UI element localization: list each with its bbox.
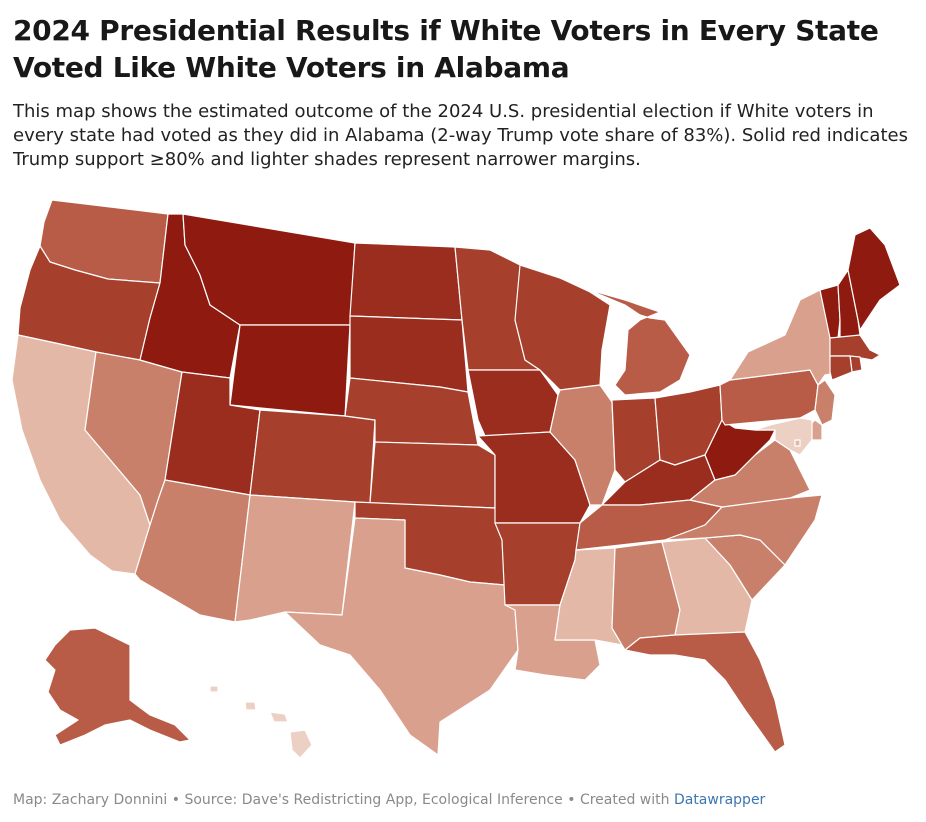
state-tx[interactable] [284, 517, 519, 756]
title-line-1: 2024 Presidential Results if White Voter… [13, 14, 879, 47]
state-hi[interactable] [209, 685, 219, 693]
created-with-text: Created with [579, 792, 674, 808]
footer-separator-2: • [562, 792, 580, 808]
state-me[interactable] [847, 227, 901, 331]
state-hi-island-4[interactable] [289, 729, 313, 759]
state-hi-island-3[interactable] [269, 711, 289, 723]
state-wy[interactable] [229, 324, 351, 417]
header: 2024 Presidential Results if White Voter… [13, 12, 913, 172]
us-map [0, 188, 926, 778]
map-title: 2024 Presidential Results if White Voter… [13, 12, 913, 86]
map-credit: Map: Zachary Donnini [13, 792, 168, 808]
source-credit: Source: Dave's Redistricting App, Ecolog… [184, 792, 563, 808]
state-nj[interactable] [814, 379, 836, 426]
footer-separator: • [167, 792, 185, 808]
state-il[interactable] [549, 384, 616, 506]
us-map-svg [11, 199, 901, 759]
state-vt[interactable] [819, 284, 841, 339]
state-nm[interactable] [234, 494, 356, 623]
state-ia[interactable] [467, 369, 559, 437]
title-line-2: Voted Like White Voters in Alabama [13, 51, 570, 84]
map-description: This map shows the estimated outcome of … [13, 101, 908, 170]
state-co[interactable] [249, 409, 376, 504]
state-hi-island-2[interactable] [244, 701, 257, 711]
datawrapper-link[interactable]: Datawrapper [673, 792, 766, 808]
map-footer: Map: Zachary Donnini • Source: Dave's Re… [13, 792, 765, 808]
state-ak[interactable] [44, 627, 191, 746]
state-nd[interactable] [349, 242, 463, 321]
state-ks[interactable] [369, 441, 496, 509]
state-dc[interactable] [794, 439, 801, 447]
state-fl[interactable] [624, 631, 786, 753]
state-mi[interactable] [559, 277, 691, 396]
state-ct[interactable] [829, 355, 853, 381]
